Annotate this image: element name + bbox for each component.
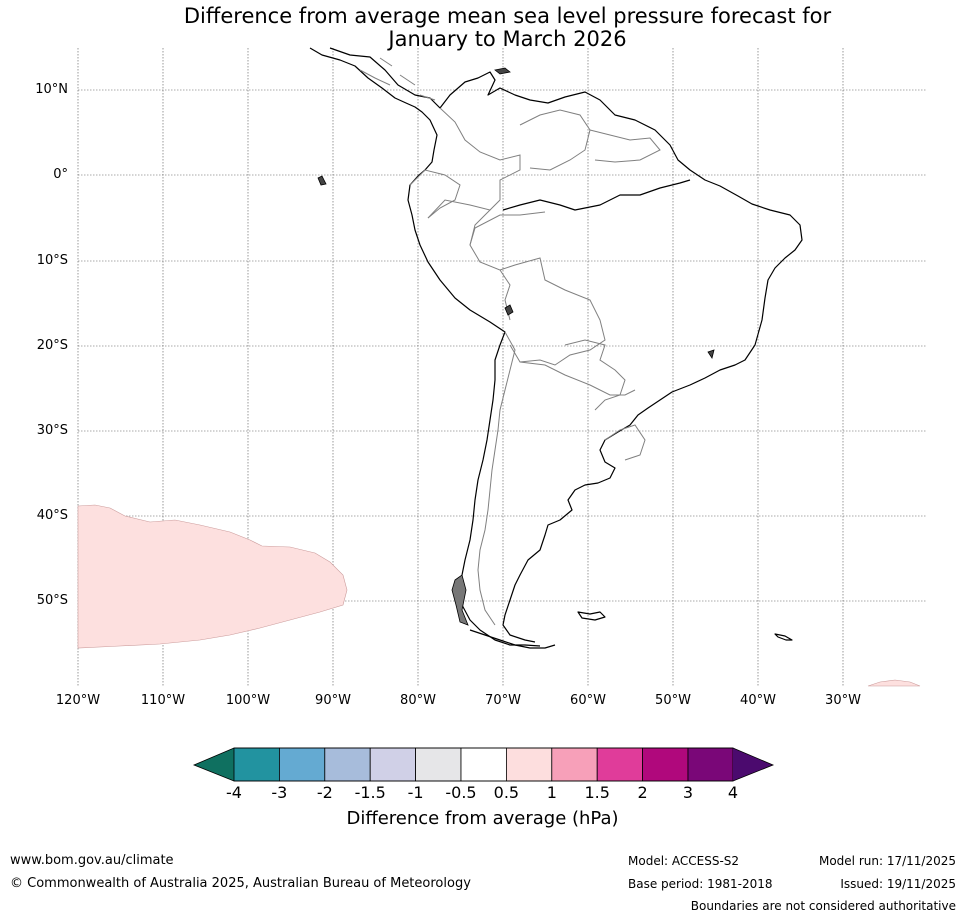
colorbar-tick: -1.5: [354, 783, 386, 802]
footer-website: www.bom.gov.au/climate: [10, 853, 174, 868]
caribbean-islands: [494, 67, 511, 75]
footer-base-period: Base period: 1981-2018: [628, 877, 773, 891]
lon-label-80w: 80°W: [400, 693, 436, 708]
fuegian-islands: [469, 629, 556, 649]
central-america-coast: [309, 47, 438, 177]
footer-copyright: © Commonwealth of Australia 2025, Austra…: [10, 876, 471, 891]
lon-label-70w: 70°W: [485, 693, 521, 708]
argentina-chile-border: [477, 331, 516, 626]
lon-label-120w: 120°W: [55, 693, 101, 708]
lat-label-30s: 30°S: [36, 423, 68, 438]
colorbar-outline: [192, 747, 775, 782]
graticule: [77, 48, 926, 686]
colorbar-tick: -2: [316, 783, 333, 802]
colorbar-segment-2: [278, 747, 326, 782]
country-boundaries: [359, 57, 661, 626]
lon-label-90w: 90°W: [315, 693, 351, 708]
colorbar-segment-4: [369, 747, 417, 782]
argentina-north-border: [519, 361, 636, 396]
colorbar-tick: -1: [407, 783, 424, 802]
colorbar-tick: 1.5: [584, 783, 610, 802]
small-islands: [317, 67, 715, 626]
title-line-1: Difference from average mean sea level p…: [183, 4, 832, 28]
lon-label-50w: 50°W: [655, 693, 691, 708]
lat-label-40s: 40°S: [36, 508, 68, 523]
title-line-2: January to March 2026: [388, 27, 627, 51]
falkland-islands: [577, 611, 606, 621]
lon-label-100w: 100°W: [225, 693, 271, 708]
colombia-border: [439, 107, 521, 211]
amazon-river: [502, 179, 691, 211]
colorbar-segment-9: [596, 747, 644, 782]
colorbar-extend-low: [194, 748, 234, 781]
lat-label-50s: 50°S: [36, 593, 68, 608]
colorbar-segment-11: [687, 747, 734, 782]
ecuador-border: [409, 169, 461, 219]
anomaly-region-southeast-pacific: [77, 504, 348, 649]
footer-model: Model: ACCESS-S2: [628, 854, 740, 868]
lon-label-40w: 40°W: [740, 693, 776, 708]
galapagos-islands: [317, 175, 327, 186]
lake-titicaca: [504, 304, 514, 316]
footer-issued: Issued: 19/11/2025: [840, 877, 956, 891]
lon-label-110w: 110°W: [140, 693, 186, 708]
coastlines: [309, 47, 803, 649]
lat-label-0: 0°: [53, 167, 68, 182]
lat-label-20s: 20°S: [36, 338, 68, 353]
colorbar-segment-8: [551, 747, 598, 782]
colorbar-segment-10: [642, 747, 689, 782]
colorbar-segment-3: [324, 747, 371, 782]
brazil-west-border: [469, 211, 546, 246]
anomaly-region-south-atlantic: [867, 679, 921, 687]
footer-boundaries-note: Boundaries are not considered authoritat…: [690, 899, 956, 913]
colorbar-tick: -4: [226, 783, 242, 802]
colorbar-tick: 0.5: [493, 783, 520, 802]
south-georgia: [774, 633, 793, 641]
colorbar-tick: 1: [546, 783, 557, 802]
colorbar-tick: 3: [682, 783, 694, 802]
lat-label-10n: 10°N: [35, 82, 68, 97]
colorbar-tick: -3: [271, 783, 288, 802]
central-america-north-coast: [329, 47, 803, 643]
colorbar-tick: 4: [727, 783, 739, 802]
uruguay-border: [604, 424, 646, 461]
colorbar-title: Difference from average (hPa): [346, 808, 619, 829]
colorbar-segment-5: [415, 747, 462, 782]
chilean-archipelago: [451, 574, 469, 626]
lon-label-60w: 60°W: [570, 693, 606, 708]
colorbar-segment-7: [505, 747, 553, 782]
colorbar-tick: -0.5: [445, 783, 477, 802]
paraguay-border: [564, 339, 626, 411]
footer-model-run: Model run: 17/11/2025: [818, 854, 956, 868]
colorbar-extend-high: [733, 748, 773, 781]
map-title: Difference from average mean sea level p…: [0, 5, 965, 51]
colorbar-tick: 2: [637, 783, 648, 802]
colorbar-segment-6: [460, 747, 507, 782]
bolivia-border: [499, 257, 606, 366]
central-america-borders: [359, 57, 436, 101]
map-panel: [77, 47, 926, 687]
guianas-border: [589, 129, 661, 163]
lat-label-10s: 10°S: [36, 253, 68, 268]
south-america-west-coast: [407, 175, 541, 647]
lake-in-brazil: [707, 349, 715, 359]
colorbar-segment-1: [233, 747, 280, 782]
lon-label-30w: 30°W: [825, 693, 861, 708]
